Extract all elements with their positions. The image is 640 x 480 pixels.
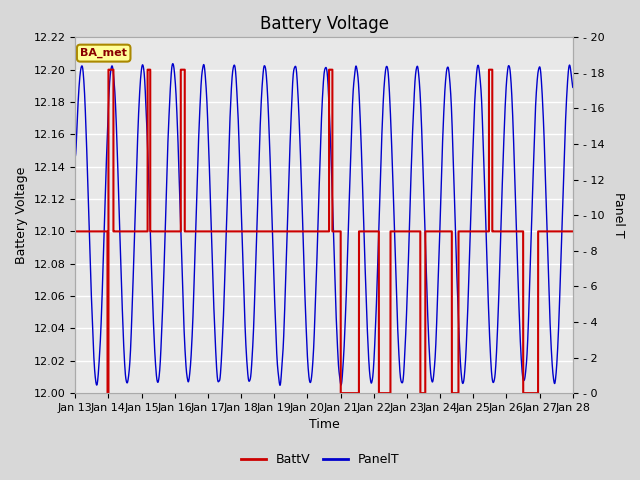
X-axis label: Time: Time xyxy=(308,419,339,432)
Y-axis label: Panel T: Panel T xyxy=(612,192,625,238)
Title: Battery Voltage: Battery Voltage xyxy=(260,15,388,33)
Text: BA_met: BA_met xyxy=(80,48,127,58)
Y-axis label: Battery Voltage: Battery Voltage xyxy=(15,167,28,264)
Legend: BattV, PanelT: BattV, PanelT xyxy=(236,448,404,471)
